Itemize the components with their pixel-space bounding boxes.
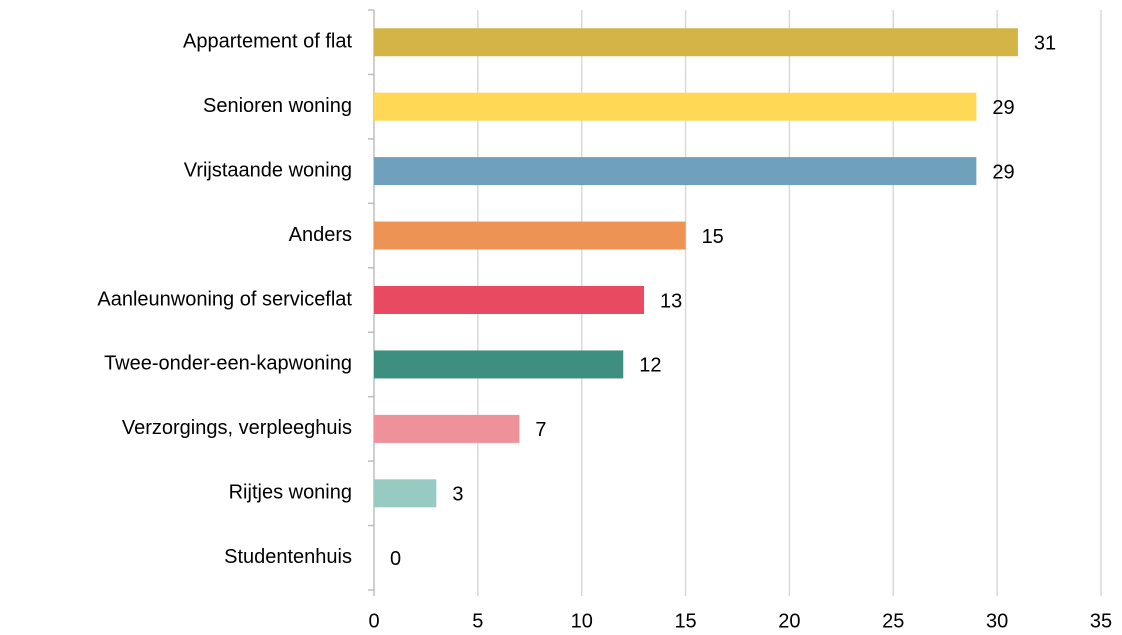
y-tick-label: Studentenhuis	[224, 546, 352, 568]
data-label: 0	[390, 548, 401, 570]
data-label: 31	[1034, 33, 1056, 55]
x-tick-label: 30	[986, 610, 1008, 632]
y-tick-label: Appartement of flat	[183, 31, 352, 53]
data-label: 7	[535, 419, 546, 441]
data-label: 29	[992, 161, 1014, 183]
y-tick-label: Senioren woning	[203, 95, 352, 117]
x-tick-label: 15	[674, 610, 696, 632]
data-label: 15	[702, 226, 724, 248]
x-tick-label: 25	[882, 610, 904, 632]
bar	[374, 157, 977, 186]
bar	[374, 92, 977, 121]
y-tick-label: Anders	[289, 224, 352, 246]
bar	[374, 350, 624, 379]
x-tick-label: 10	[571, 610, 593, 632]
bar	[374, 414, 520, 443]
bar	[374, 221, 686, 250]
y-tick-label: Rijtjes woning	[229, 482, 352, 504]
y-tick-label: Vrijstaande woning	[184, 159, 352, 181]
y-tick-label: Aanleunwoning of serviceflat	[97, 288, 352, 310]
data-label: 13	[660, 290, 682, 312]
x-tick-label: 35	[1090, 610, 1112, 632]
data-label: 12	[639, 355, 661, 377]
x-tick-label: 5	[472, 610, 483, 632]
y-tick-label: Verzorgings, verpleeghuis	[122, 417, 352, 439]
bar	[374, 286, 645, 314]
data-label: 3	[452, 484, 463, 506]
bar	[374, 479, 437, 508]
data-label: 29	[992, 97, 1014, 119]
bar	[374, 28, 1018, 57]
x-tick-label: 0	[368, 610, 379, 632]
x-tick-label: 20	[778, 610, 800, 632]
y-tick-label: Twee-onder-een-kapwoning	[104, 353, 352, 375]
